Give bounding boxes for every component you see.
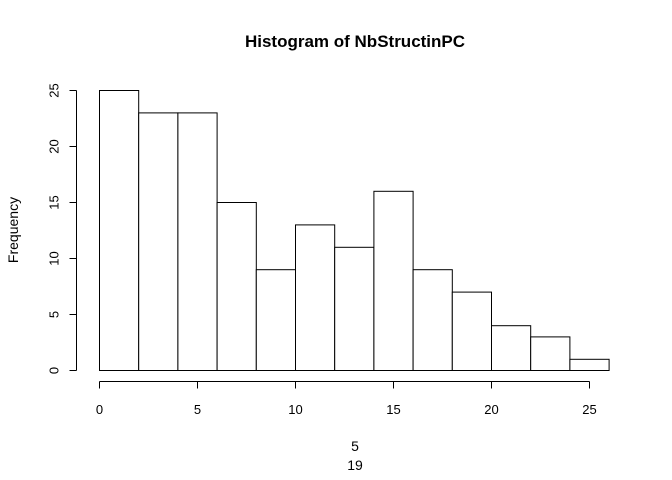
histogram-bar xyxy=(138,112,179,372)
x-tick-label: 0 xyxy=(96,402,103,417)
y-axis-label: Frequency xyxy=(5,197,21,263)
histogram-bar xyxy=(216,202,257,371)
x-axis-label-line-1: 5 xyxy=(351,438,359,454)
y-tick-label: 5 xyxy=(46,311,61,318)
histogram-bar xyxy=(255,269,296,372)
histogram-bar xyxy=(177,112,218,372)
x-tick-label: 15 xyxy=(386,402,400,417)
y-tick-label: 0 xyxy=(46,367,61,374)
x-tick-label: 25 xyxy=(582,402,596,417)
bars-group xyxy=(99,90,610,372)
histogram-bar xyxy=(451,291,492,372)
x-axis-label-line-2: 19 xyxy=(347,457,363,473)
histogram-bar xyxy=(99,90,140,371)
y-tick-label: 20 xyxy=(46,139,61,153)
chart-title: Histogram of NbStructinPC xyxy=(245,32,465,51)
histogram-bar xyxy=(373,190,414,371)
histogram-bar xyxy=(530,336,571,371)
histogram-bar xyxy=(569,358,610,371)
x-tick-label: 5 xyxy=(194,402,201,417)
y-tick-label: 10 xyxy=(46,251,61,265)
histogram-bar xyxy=(412,269,453,372)
histogram-bar xyxy=(334,246,375,371)
x-tick-label: 20 xyxy=(484,402,498,417)
histogram-bar xyxy=(295,224,336,371)
x-axis: 0 5 10 15 20 25 xyxy=(96,381,597,417)
y-axis: 0 5 10 15 20 25 xyxy=(46,83,77,374)
histogram-bar xyxy=(491,325,532,372)
y-tick-label: 15 xyxy=(46,195,61,209)
x-tick-label: 10 xyxy=(288,402,302,417)
y-tick-label: 25 xyxy=(46,83,61,97)
